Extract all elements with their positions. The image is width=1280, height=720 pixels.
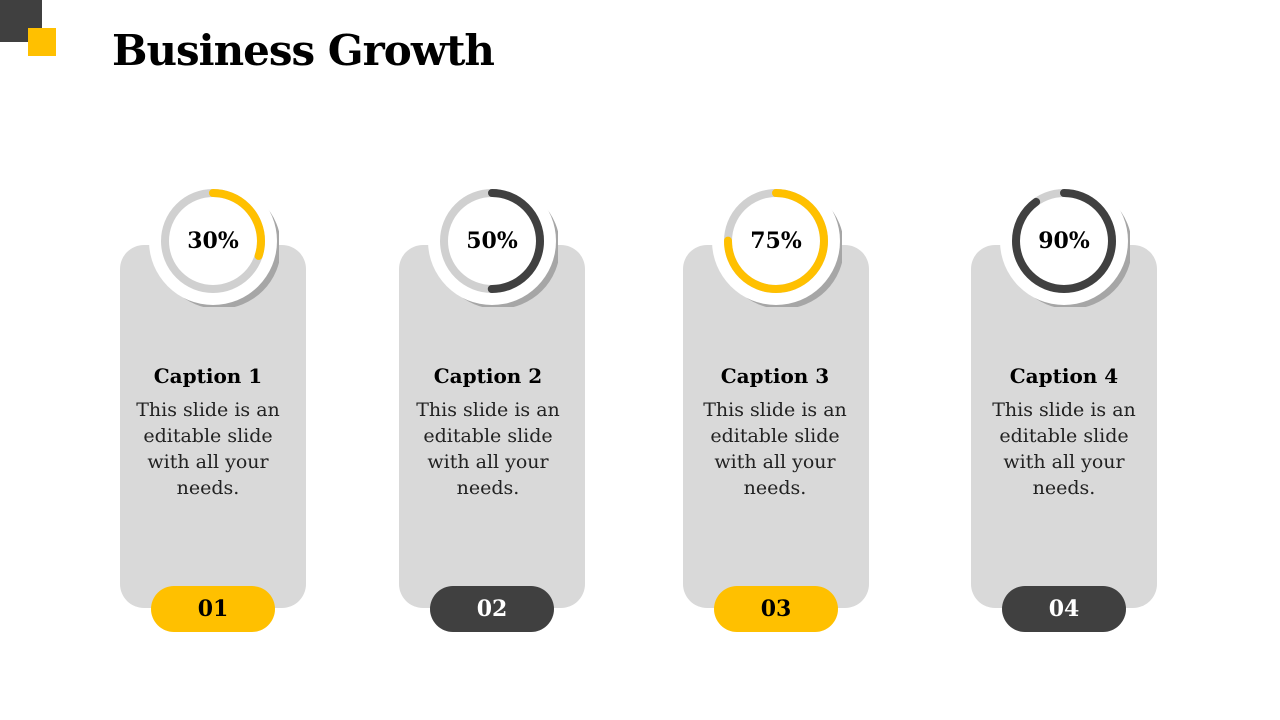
percent-label-3: 75% (750, 228, 802, 254)
description-line: needs. (456, 477, 520, 499)
ring-progress-arc (1012, 189, 1116, 293)
description-line: with all your (147, 451, 269, 473)
caption-2: Caption 2 (433, 364, 543, 388)
number-badge-1: 01 (151, 586, 275, 632)
caption-3: Caption 3 (720, 364, 830, 388)
description-line: with all your (427, 451, 549, 473)
description-line: editable slide (143, 425, 273, 447)
description-line: This slide is an (416, 399, 560, 421)
description-4: This slide is an editable slide with all… (971, 397, 1157, 501)
caption-4: Caption 4 (1009, 364, 1119, 388)
progress-ring-1: 30% (147, 175, 279, 307)
description-line: This slide is an (136, 399, 280, 421)
ring-progress-arc (724, 189, 828, 293)
number-badge-3: 03 (714, 586, 838, 632)
ring-progress-arc (440, 189, 544, 293)
progress-ring-2: 50% (426, 175, 558, 307)
progress-ring-4: 90% (998, 175, 1130, 307)
description-line: needs. (743, 477, 807, 499)
percent-label-1: 30% (187, 228, 239, 254)
description-line: editable slide (423, 425, 553, 447)
description-1: This slide is an editable slide with all… (115, 397, 301, 501)
description-2: This slide is an editable slide with all… (395, 397, 581, 501)
description-line: This slide is an (992, 399, 1136, 421)
page-title: Business Growth (112, 26, 495, 75)
description-3: This slide is an editable slide with all… (682, 397, 868, 501)
number-badge-2: 02 (430, 586, 554, 632)
corner-decoration-yellow (28, 28, 56, 56)
number-badge-4: 04 (1002, 586, 1126, 632)
caption-1: Caption 1 (153, 364, 263, 388)
description-line: with all your (1003, 451, 1125, 473)
description-line: This slide is an (703, 399, 847, 421)
percent-label-2: 50% (466, 228, 518, 254)
description-line: needs. (1032, 477, 1096, 499)
description-line: with all your (714, 451, 836, 473)
ring-progress-arc (161, 189, 265, 293)
description-line: editable slide (999, 425, 1129, 447)
description-line: editable slide (710, 425, 840, 447)
progress-ring-3: 75% (710, 175, 842, 307)
percent-label-4: 90% (1038, 228, 1090, 254)
description-line: needs. (176, 477, 240, 499)
